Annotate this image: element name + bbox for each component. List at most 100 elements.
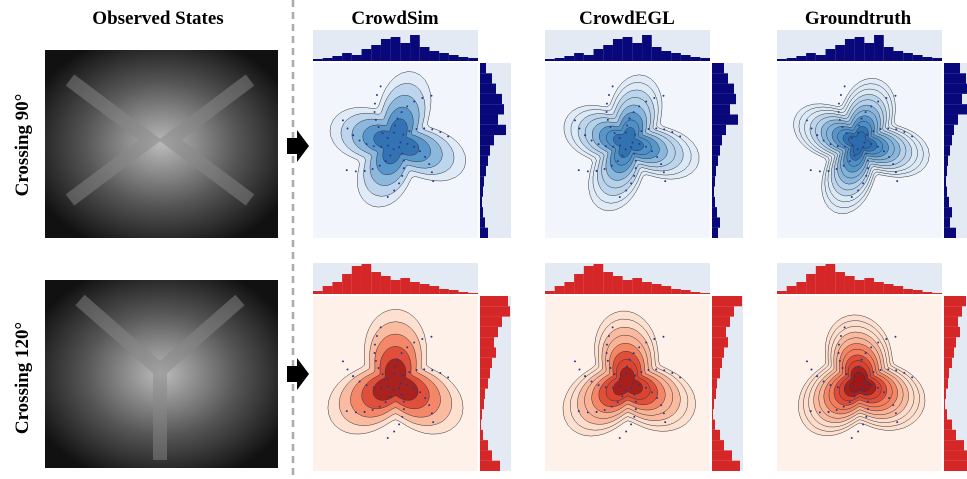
histogram-bar	[944, 207, 952, 217]
sample-point	[842, 367, 844, 369]
column-header: Observed States	[92, 8, 223, 29]
sample-point	[431, 171, 433, 173]
histogram-bar	[480, 207, 483, 217]
histogram-bar	[480, 296, 508, 306]
histogram-bar	[855, 280, 865, 294]
sample-point	[379, 165, 381, 167]
sample-point	[403, 408, 405, 410]
sample-point	[651, 391, 653, 393]
sample-point	[617, 160, 619, 162]
sample-point	[830, 143, 832, 145]
histogram-bar	[864, 43, 874, 61]
sample-point	[862, 146, 864, 148]
sample-point	[638, 346, 640, 348]
sample-point	[419, 150, 421, 152]
sample-point	[619, 145, 621, 147]
histogram-bar	[944, 337, 956, 347]
sample-point	[364, 411, 366, 413]
histogram-bar	[712, 368, 720, 378]
sample-point	[849, 401, 851, 403]
sample-point	[401, 153, 403, 155]
sample-point	[836, 168, 838, 170]
histogram-bar	[944, 73, 966, 83]
histogram-bar	[893, 51, 903, 61]
sample-point	[430, 95, 432, 97]
histogram-bar	[480, 399, 484, 409]
sample-point	[408, 371, 410, 373]
sample-point	[574, 360, 576, 362]
sample-point	[374, 344, 376, 346]
sample-point	[355, 411, 357, 413]
sample-point	[857, 430, 859, 432]
histogram-bar	[371, 45, 381, 61]
sample-point	[393, 430, 395, 432]
histogram-bar	[816, 266, 826, 294]
sample-point	[838, 103, 840, 105]
sample-point	[596, 170, 598, 172]
histogram-bar	[332, 282, 342, 294]
sample-point	[346, 169, 348, 171]
sample-point	[653, 97, 655, 99]
sample-point	[634, 134, 636, 136]
sample-point	[865, 394, 867, 396]
sample-point	[846, 132, 848, 134]
histogram-bar	[712, 317, 730, 327]
sample-point	[872, 130, 874, 132]
sample-point	[431, 369, 433, 371]
sample-point	[877, 101, 879, 103]
histogram-bar	[381, 276, 391, 294]
histogram-bar	[613, 39, 623, 61]
sample-point	[861, 118, 863, 120]
sample-point	[587, 170, 589, 172]
sample-point	[347, 127, 349, 129]
sample-point	[888, 156, 890, 158]
sample-point	[387, 378, 389, 380]
histogram-bar	[480, 125, 506, 135]
sample-point	[828, 411, 830, 413]
sample-point	[612, 146, 614, 148]
sample-point	[864, 382, 866, 384]
histogram-bar	[944, 217, 950, 227]
sample-point	[408, 130, 410, 132]
sample-point	[385, 160, 387, 162]
sample-point	[402, 134, 404, 136]
sample-point	[397, 118, 399, 120]
sample-point	[866, 134, 868, 136]
sample-point	[374, 111, 376, 113]
sample-point	[867, 160, 869, 162]
histogram-bar	[712, 187, 714, 197]
sample-point	[579, 368, 581, 370]
sample-point	[447, 135, 449, 137]
histogram-bar	[913, 55, 923, 61]
histogram-bar	[712, 156, 718, 166]
sample-point	[843, 165, 845, 167]
sample-point	[342, 360, 344, 362]
sample-point	[403, 401, 405, 403]
sample-point	[625, 389, 627, 391]
sample-point	[872, 371, 874, 373]
histogram-bar	[623, 37, 633, 61]
sample-point	[867, 408, 869, 410]
sample-point	[656, 156, 658, 158]
sample-point	[423, 368, 425, 370]
histogram-bar	[944, 125, 954, 135]
sample-point	[608, 335, 610, 337]
sample-point	[857, 389, 859, 391]
sample-point	[663, 412, 665, 414]
sample-point	[651, 150, 653, 152]
observed-photo	[45, 50, 278, 238]
histogram-bar	[944, 317, 958, 327]
histogram-bar	[944, 166, 947, 176]
sample-point	[413, 387, 415, 389]
sample-point	[424, 156, 426, 158]
sample-point	[663, 369, 665, 371]
sample-point	[432, 421, 434, 423]
sample-point	[911, 376, 913, 378]
histogram-bar	[944, 368, 949, 378]
sample-point	[591, 380, 593, 382]
sample-point	[663, 171, 665, 173]
histogram-bar	[642, 282, 652, 294]
observed-photo	[45, 280, 278, 468]
sample-point	[645, 342, 647, 344]
sample-point	[607, 360, 609, 362]
